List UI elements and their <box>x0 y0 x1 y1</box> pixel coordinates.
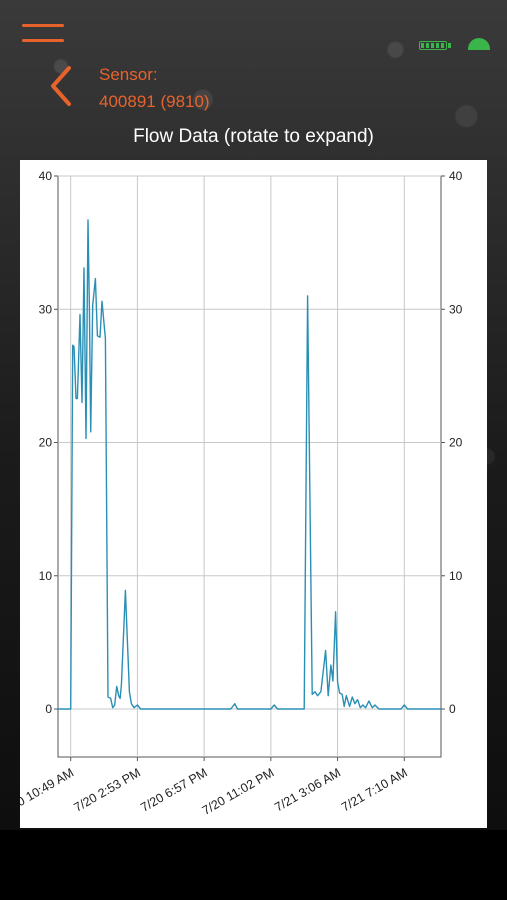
y-tick-label-right: 20 <box>449 436 463 450</box>
x-tick-label: 7/20 2:53 PM <box>72 765 143 814</box>
x-tick-label: 7/20 10:49 AM <box>20 765 76 817</box>
x-tick-label: 7/20 11:02 PM <box>200 765 277 817</box>
y-tick-label-right: 10 <box>449 569 463 583</box>
flow-series-line <box>58 219 441 710</box>
y-tick-label: 20 <box>39 436 53 450</box>
chevron-left-icon[interactable] <box>47 64 75 108</box>
sensor-label: Sensor: <box>99 65 158 84</box>
y-tick-label: 10 <box>39 569 53 583</box>
x-tick-label: 7/20 6:57 PM <box>138 765 209 814</box>
y-tick-label-right: 40 <box>449 169 463 183</box>
flow-chart-panel[interactable]: 0 0 10 10 20 20 30 30 40 40 7/20 10:49 AM 7/20 2:53… <box>0 160 487 828</box>
battery-tip <box>448 43 451 48</box>
sensor-id: 400891 (9810) <box>99 92 210 111</box>
chart-title[interactable]: Flow Data (rotate to expand) <box>133 126 374 147</box>
plot-frame <box>57 175 442 758</box>
y-tick-label: 40 <box>39 169 53 183</box>
battery-icon <box>419 41 447 50</box>
signal-icon <box>468 38 490 50</box>
y-tick-label-right: 0 <box>449 702 456 716</box>
x-tick-label: 7/21 7:10 AM <box>339 765 410 814</box>
x-tick-label: 7/21 3:06 AM <box>272 765 343 814</box>
hamburger-menu-icon[interactable] <box>22 24 64 46</box>
y-tick-label-right: 30 <box>449 302 463 316</box>
sensor-header <box>0 60 507 112</box>
flow-chart: 0 0 10 10 20 20 30 30 40 40 7/20 10:49 AM7/20 2:53… <box>0 169 463 818</box>
y-tick-label: 30 <box>39 302 53 316</box>
status-bar <box>0 0 507 50</box>
y-tick-label: 0 <box>45 702 52 716</box>
